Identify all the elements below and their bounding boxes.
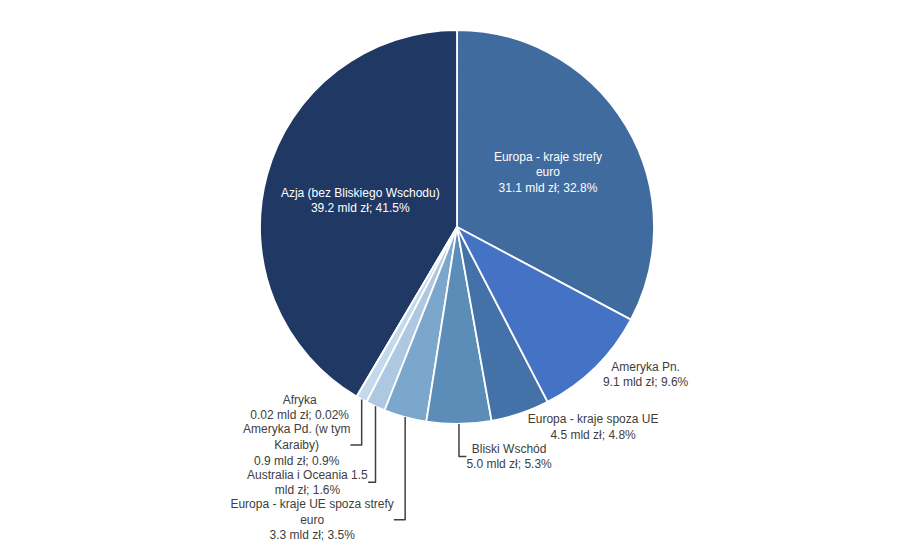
svg-text:Europa - kraje spoza UE4.5 mld: Europa - kraje spoza UE4.5 mld zł; 4.8% [528, 412, 659, 442]
svg-text:Bliski Wschód5.0 mld zł; 5.3%: Bliski Wschód5.0 mld zł; 5.3% [466, 442, 552, 472]
svg-text:Australia i Oceania 1.5mld zł;: Australia i Oceania 1.5mld zł; 1.6% [247, 468, 368, 498]
svg-text:Europa - kraje UE spoza strefy: Europa - kraje UE spoza strefyeuro3.3 ml… [230, 497, 393, 542]
svg-text:Ameryka Pn.9.1 mld zł; 9.6%: Ameryka Pn.9.1 mld zł; 9.6% [603, 360, 689, 390]
svg-text:Europa - kraje strefyeuro31.1: Europa - kraje strefyeuro31.1 mld zł; 32… [494, 150, 602, 195]
svg-text:Azja (bez Bliskiego Wschodu)39: Azja (bez Bliskiego Wschodu)39.2 mld zł;… [281, 186, 440, 216]
svg-text:Ameryka Pd. (w tymKaraiby)0.9: Ameryka Pd. (w tymKaraiby)0.9 mld zł; 0.… [243, 422, 350, 467]
svg-text:Afryka0.02 mld zł; 0.02%: Afryka0.02 mld zł; 0.02% [250, 393, 349, 423]
